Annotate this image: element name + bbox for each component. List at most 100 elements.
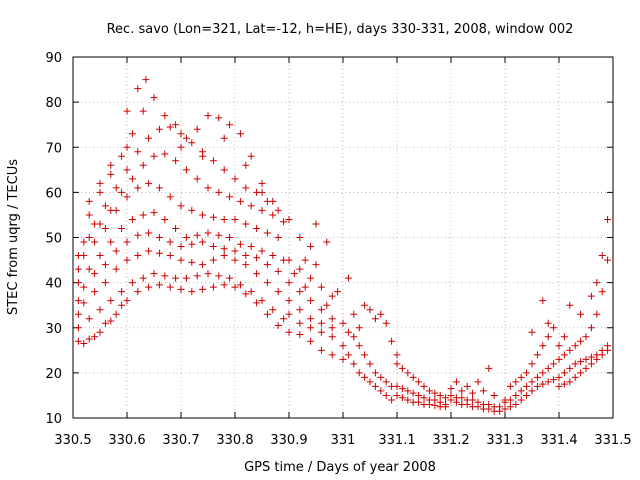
data-point (528, 387, 536, 395)
data-point (307, 274, 315, 282)
data-point (155, 249, 163, 257)
data-point (258, 297, 266, 305)
data-point (544, 378, 552, 386)
data-point (415, 398, 423, 406)
data-point (74, 265, 82, 273)
data-point (355, 342, 363, 350)
data-point (371, 382, 379, 390)
data-point (307, 243, 315, 251)
data-point (587, 324, 595, 332)
data-point (134, 288, 142, 296)
data-point (85, 197, 93, 205)
data-point (528, 328, 536, 336)
data-point (199, 285, 207, 293)
data-point (226, 121, 234, 129)
data-point (280, 315, 288, 323)
data-point (242, 184, 250, 192)
data-point (118, 152, 126, 160)
data-point (166, 238, 174, 246)
data-point (236, 240, 244, 248)
data-point (263, 229, 271, 237)
data-point (442, 403, 450, 411)
data-point (366, 306, 374, 314)
data-point (539, 297, 547, 305)
data-point (425, 400, 433, 408)
data-point (128, 175, 136, 183)
data-point (107, 170, 115, 178)
data-point (366, 360, 374, 368)
data-point (199, 152, 207, 160)
data-point (204, 229, 212, 237)
data-point (566, 301, 574, 309)
data-point (566, 346, 574, 354)
data-point (274, 206, 282, 214)
data-point (247, 243, 255, 251)
data-point (344, 328, 352, 336)
data-point (388, 396, 396, 404)
data-point (539, 369, 547, 377)
x-tick-label: 331.1 (378, 433, 415, 448)
data-point (101, 319, 109, 327)
data-point (112, 247, 120, 255)
data-point (182, 134, 190, 142)
data-point (474, 378, 482, 386)
data-point (161, 215, 169, 223)
data-point (528, 378, 536, 386)
data-point (604, 256, 612, 264)
data-point (188, 240, 196, 248)
data-point (296, 331, 304, 339)
data-point (404, 387, 412, 395)
data-point (566, 378, 574, 386)
data-point (463, 382, 471, 390)
data-point (393, 391, 401, 399)
data-point (582, 333, 590, 341)
data-point (501, 405, 509, 413)
data-point (123, 107, 131, 115)
data-point (587, 353, 595, 361)
data-point (220, 281, 228, 289)
x-tick-label: 331.3 (486, 433, 523, 448)
data-point (253, 299, 261, 307)
data-point (317, 319, 325, 327)
data-point (382, 391, 390, 399)
data-point (123, 297, 131, 305)
data-point (458, 394, 466, 402)
chart-title: Rec. savo (Lon=321, Lat=-12, h=HE), days… (107, 22, 574, 37)
grid (73, 57, 613, 418)
data-point (145, 229, 153, 237)
data-point (350, 333, 358, 341)
data-point (398, 394, 406, 402)
data-point (226, 193, 234, 201)
data-point (571, 342, 579, 350)
data-point (560, 333, 568, 341)
data-point (550, 376, 558, 384)
data-point (134, 148, 142, 156)
data-point (382, 378, 390, 386)
data-point (339, 355, 347, 363)
data-point (188, 258, 196, 266)
data-point (274, 267, 282, 275)
data-point (236, 130, 244, 138)
data-point (74, 337, 82, 345)
data-point (182, 274, 190, 282)
data-point (377, 310, 385, 318)
data-point (199, 211, 207, 219)
data-point (123, 256, 131, 264)
data-point (328, 292, 336, 300)
data-point (447, 391, 455, 399)
data-point (74, 279, 82, 287)
data-point (74, 252, 82, 260)
data-point (512, 400, 520, 408)
data-point (285, 328, 293, 336)
data-point (145, 134, 153, 142)
data-point (301, 283, 309, 291)
data-point (506, 403, 514, 411)
data-point (398, 364, 406, 372)
data-point (91, 238, 99, 246)
data-point (382, 319, 390, 327)
data-point (263, 279, 271, 287)
data-point (74, 310, 82, 318)
data-point (96, 252, 104, 260)
data-point (555, 382, 563, 390)
data-point (517, 387, 525, 395)
